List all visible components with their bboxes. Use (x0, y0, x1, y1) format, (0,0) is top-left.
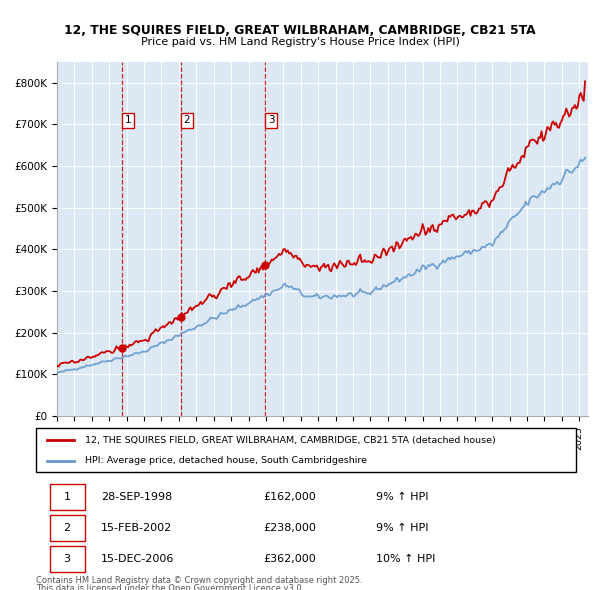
Text: £362,000: £362,000 (263, 554, 316, 564)
Text: 1: 1 (64, 492, 71, 502)
Text: 12, THE SQUIRES FIELD, GREAT WILBRAHAM, CAMBRIDGE, CB21 5TA (detached house): 12, THE SQUIRES FIELD, GREAT WILBRAHAM, … (85, 435, 496, 445)
Text: HPI: Average price, detached house, South Cambridgeshire: HPI: Average price, detached house, Sout… (85, 457, 367, 466)
Text: 10% ↑ HPI: 10% ↑ HPI (376, 554, 436, 564)
Text: £162,000: £162,000 (263, 492, 316, 502)
Text: 2: 2 (64, 523, 71, 533)
Text: Price paid vs. HM Land Registry's House Price Index (HPI): Price paid vs. HM Land Registry's House … (140, 37, 460, 47)
FancyBboxPatch shape (49, 484, 85, 510)
Text: £238,000: £238,000 (263, 523, 316, 533)
Text: 15-FEB-2002: 15-FEB-2002 (101, 523, 172, 533)
Text: 3: 3 (268, 116, 274, 125)
Text: 9% ↑ HPI: 9% ↑ HPI (376, 492, 428, 502)
Text: 2: 2 (184, 116, 190, 125)
Text: 12, THE SQUIRES FIELD, GREAT WILBRAHAM, CAMBRIDGE, CB21 5TA: 12, THE SQUIRES FIELD, GREAT WILBRAHAM, … (64, 24, 536, 37)
Text: 3: 3 (64, 554, 71, 564)
Text: 28-SEP-1998: 28-SEP-1998 (101, 492, 172, 502)
Text: 1: 1 (125, 116, 131, 125)
Text: Contains HM Land Registry data © Crown copyright and database right 2025.: Contains HM Land Registry data © Crown c… (36, 576, 362, 585)
Text: 15-DEC-2006: 15-DEC-2006 (101, 554, 174, 564)
Text: This data is licensed under the Open Government Licence v3.0.: This data is licensed under the Open Gov… (36, 584, 304, 590)
FancyBboxPatch shape (49, 515, 85, 541)
FancyBboxPatch shape (49, 546, 85, 572)
Text: 9% ↑ HPI: 9% ↑ HPI (376, 523, 428, 533)
